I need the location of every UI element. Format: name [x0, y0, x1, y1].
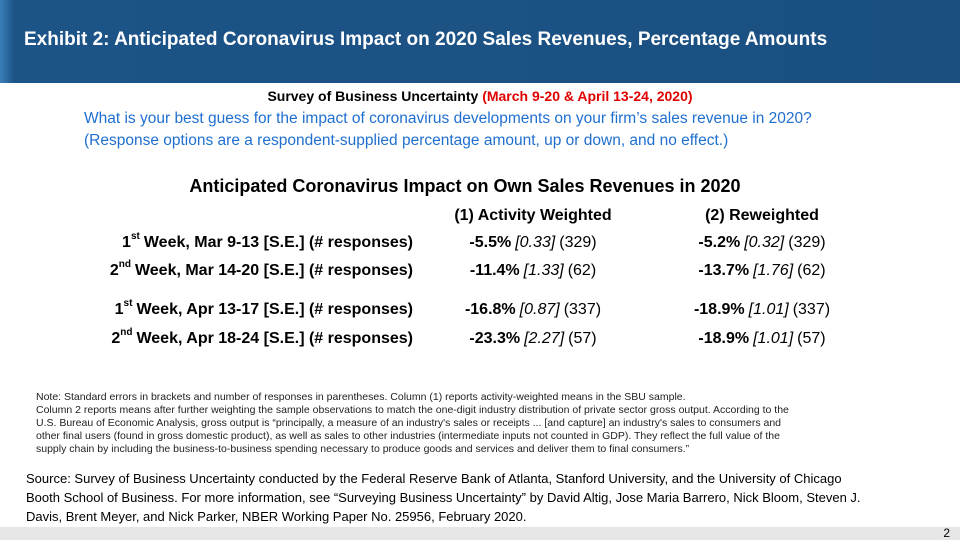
note: Note: Standard errors in brackets and nu…: [36, 391, 789, 456]
cell-mean: -13.7%: [698, 262, 750, 279]
cell-mean: -23.3%: [469, 330, 521, 347]
row-ordinal-suffix: nd: [120, 327, 133, 338]
cell-mean: -5.5%: [469, 234, 512, 251]
source-line: Davis, Brent Meyer, and Nick Parker, NBE…: [26, 509, 527, 524]
row-ordinal-suffix: st: [123, 298, 133, 309]
table-cell: -23.3% [2.27] (57): [383, 330, 683, 348]
row-ordinal: 2: [109, 262, 119, 279]
cell-se: [0.32]: [744, 234, 785, 251]
row-ordinal: 1: [122, 234, 131, 251]
subtitle: Survey of Business Uncertainty (March 9-…: [0, 88, 960, 104]
footer-bar: [0, 527, 960, 540]
note-line: supply chain by including the business-t…: [36, 443, 690, 455]
row-label: 2nd Week, Mar 14-20 [S.E.] (# responses): [109, 259, 413, 280]
cell-n: (57): [797, 330, 826, 347]
cell-n: (62): [567, 262, 597, 279]
cell-se: [1.76]: [753, 262, 794, 279]
cell-se: [0.87]: [519, 301, 560, 318]
cell-n: (329): [559, 234, 597, 251]
column-header: (1) Activity Weighted: [454, 207, 612, 224]
cell-se: [1.01]: [753, 330, 794, 347]
table-cell: -13.7% [1.76] (62): [612, 262, 912, 280]
row-ordinal: 2: [111, 330, 121, 347]
cell-se: [1.01]: [748, 301, 789, 318]
row-label: 1st Week, Apr 13-17 [S.E.] (# responses): [114, 298, 413, 319]
cell-se: [0.33]: [515, 234, 556, 251]
cell-n: (337): [563, 301, 602, 318]
cell-se: [2.27]: [524, 330, 565, 347]
row-label: 1st Week, Mar 9-13 [S.E.] (# responses): [122, 231, 413, 252]
row-label-text: Week, Mar 9-13 [S.E.] (# responses): [143, 234, 413, 251]
page-number: 2: [943, 526, 950, 540]
table-cell: -18.9% [1.01] (57): [612, 330, 912, 348]
cell-mean: -18.9%: [693, 301, 745, 318]
cell-n: (57): [568, 330, 597, 347]
note-line: U.S. Bureau of Economic Analysis, gross …: [36, 417, 782, 429]
table-cell: -16.8% [0.87] (337): [383, 301, 683, 319]
row-label-text: Week, Apr 18-24 [S.E.] (# responses): [136, 330, 413, 347]
table-cell: -5.2% [0.32] (329): [612, 234, 912, 252]
column-header: (2) Reweighted: [705, 207, 819, 224]
note-line: other final users (found in gross domest…: [36, 430, 780, 442]
row-ordinal-suffix: nd: [118, 259, 131, 270]
cell-n: (337): [792, 301, 831, 318]
cell-mean: -16.8%: [464, 301, 516, 318]
cell-n: (62): [797, 262, 826, 279]
note-line: Note: Standard errors in brackets and nu…: [36, 391, 686, 403]
source-line: Booth School of Business. For more infor…: [26, 490, 861, 505]
subtitle-text: Survey of Business Uncertainty: [267, 88, 479, 104]
row-ordinal: 1: [114, 301, 124, 318]
table-cell: -11.4% [1.33] (62): [383, 262, 683, 280]
header-bar: Exhibit 2: Anticipated Coronavirus Impac…: [0, 0, 960, 83]
row-label: 2nd Week, Apr 18-24 [S.E.] (# responses): [111, 327, 413, 348]
subtitle-dates: (March 9-20 & April 13-24, 2020): [482, 88, 693, 104]
row-label-text: Week, Mar 14-20 [S.E.] (# responses): [134, 262, 413, 279]
cell-mean: -18.9%: [698, 330, 750, 347]
source: Source: Survey of Business Uncertainty c…: [26, 469, 861, 526]
source-line: Source: Survey of Business Uncertainty c…: [26, 471, 842, 486]
table-cell: -5.5% [0.33] (329): [383, 234, 683, 252]
row-ordinal-suffix: st: [130, 231, 140, 242]
header-title: Exhibit 2: Anticipated Coronavirus Impac…: [24, 29, 828, 50]
question: What is your best guess for the impact o…: [84, 108, 812, 152]
note-line: Column 2 reports means after further wei…: [36, 404, 789, 416]
row-label-text: Week, Apr 13-17 [S.E.] (# responses): [136, 301, 413, 318]
cell-mean: -11.4%: [469, 262, 520, 279]
cell-n: (329): [788, 234, 826, 251]
table-title: Anticipated Coronavirus Impact on Own Sa…: [189, 176, 741, 196]
question-line: What is your best guess for the impact o…: [84, 110, 812, 127]
question-line: (Response options are a respondent-suppl…: [84, 132, 729, 149]
cell-mean: -5.2%: [698, 234, 741, 251]
table-cell: -18.9% [1.01] (337): [612, 301, 912, 319]
cell-se: [1.33]: [523, 262, 564, 279]
